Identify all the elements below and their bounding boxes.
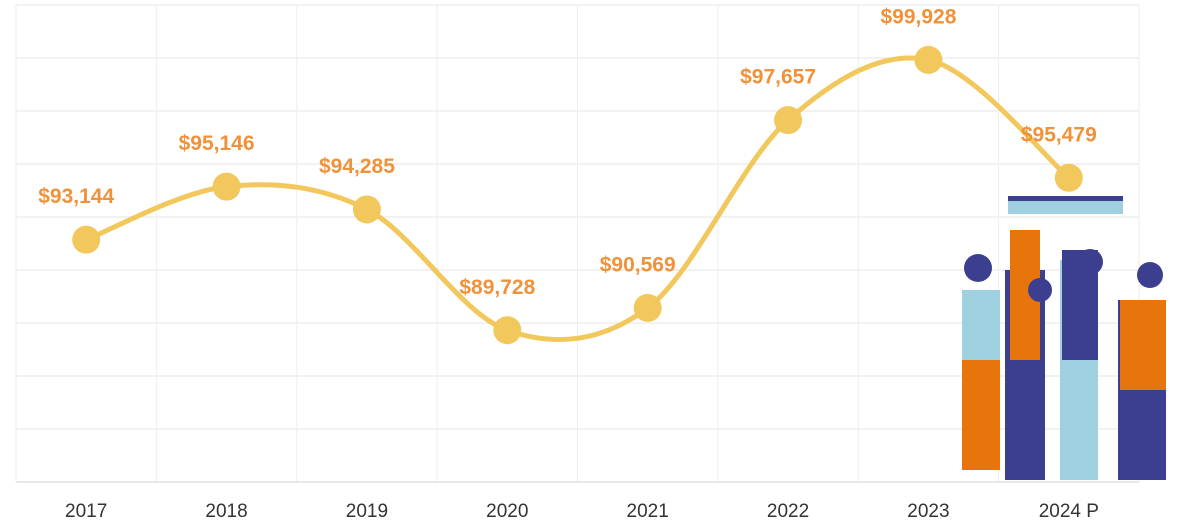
value-label: $97,657 [740,66,816,89]
line [85,55,1071,343]
x-tick-label: 2019 [346,501,388,522]
point [774,106,803,135]
head [1028,278,1052,302]
x-tick-label: 2022 [767,501,809,522]
x-tick-label: 2021 [627,501,669,522]
illustration [962,196,1166,480]
head [1137,262,1163,288]
grid [15,4,1140,483]
point [914,45,943,74]
value-label: $94,285 [319,155,395,178]
point [493,316,522,345]
head [1077,249,1103,275]
value-label: $89,728 [459,276,535,299]
point [633,293,662,322]
value-label: $95,479 [1021,123,1097,146]
x-tick-label: 2018 [205,501,247,522]
person [1120,300,1166,390]
value-label: $93,144 [38,185,114,208]
point [352,195,381,224]
x-tick-label: 2024 P [1039,501,1099,522]
value-label: $95,146 [179,132,255,155]
banner-edge [1008,196,1123,201]
person [962,360,1000,470]
x-tick-label: 2023 [907,501,949,522]
point [1054,163,1083,192]
point [72,225,101,254]
head [964,254,992,282]
value-label: $99,928 [880,5,956,28]
x-tick-label: 2017 [65,501,107,522]
x-tick-label: 2020 [486,501,528,522]
point [212,172,241,201]
value-label: $90,569 [600,253,676,276]
